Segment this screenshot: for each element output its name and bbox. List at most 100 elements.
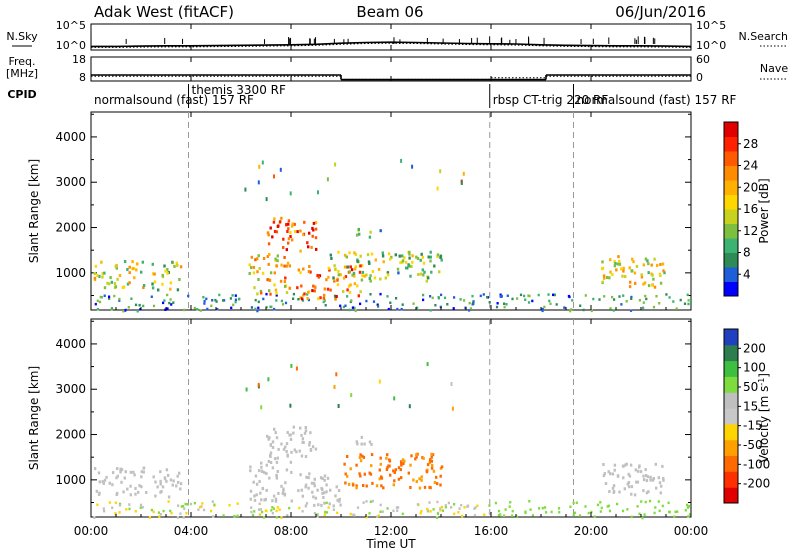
echo-cell — [159, 482, 162, 486]
ground-scatter-cell — [499, 293, 502, 296]
echo-cell — [250, 255, 253, 259]
ground-scatter-cell — [687, 302, 690, 306]
ground-scatter-cell — [549, 302, 552, 305]
echo-cell — [642, 263, 645, 267]
ground-scatter-cell — [570, 308, 573, 311]
ground-scatter-cell — [93, 516, 96, 519]
colorbar-tick-label: -100 — [743, 457, 770, 471]
ground-scatter-cell — [471, 294, 474, 298]
ground-scatter-cell — [450, 506, 453, 509]
ground-scatter-cell — [292, 292, 295, 296]
echo-cell — [283, 492, 287, 496]
ground-scatter-cell — [114, 501, 117, 504]
echo-cell — [601, 260, 604, 264]
ground-scatter-cell — [327, 506, 330, 509]
y-tick-label: 4000 — [55, 130, 86, 144]
ground-scatter-cell — [466, 504, 470, 508]
ground-scatter-cell — [641, 516, 644, 520]
ground-scatter-cell — [257, 300, 260, 304]
echo-cell — [108, 481, 111, 485]
colorbar-tick-label: 24 — [743, 159, 758, 173]
ground-scatter-cell — [323, 513, 326, 516]
echo-cell — [615, 268, 618, 272]
echo-cell — [256, 257, 259, 261]
sparse-echo — [350, 393, 353, 398]
ground-scatter-cell — [569, 309, 572, 313]
ground-scatter-cell — [372, 300, 376, 303]
ground-scatter-cell — [459, 298, 462, 301]
echo-cell — [622, 269, 625, 273]
ground-scatter-cell — [396, 509, 399, 512]
echo-cell — [255, 493, 258, 497]
ground-scatter-cell — [333, 294, 337, 298]
ground-scatter-cell — [531, 514, 534, 517]
echo-cell — [359, 264, 362, 268]
echo-cell — [630, 492, 633, 496]
echo-cell — [613, 264, 616, 268]
ground-scatter-cell — [222, 514, 225, 517]
echo-cell — [347, 482, 351, 486]
echo-cell — [296, 286, 299, 290]
ground-scatter-cell — [122, 310, 125, 313]
echo-cell — [276, 259, 279, 263]
echo-cell — [299, 296, 302, 300]
echo-cell — [652, 277, 655, 281]
ground-scatter-cell — [222, 299, 225, 302]
echo-cell — [163, 477, 167, 481]
echo-cell — [428, 461, 431, 465]
echo-cell — [292, 431, 295, 435]
ground-scatter-cell — [600, 506, 603, 510]
echo-cell — [285, 291, 289, 295]
ground-scatter-cell — [275, 299, 278, 302]
ground-scatter-cell — [250, 510, 253, 514]
echo-cell — [349, 283, 352, 287]
echo-cell — [379, 229, 382, 233]
echo-cell — [300, 433, 303, 437]
ground-scatter-cell — [686, 503, 689, 507]
colorbar-segment — [724, 151, 738, 166]
echo-cell — [133, 473, 136, 477]
echo-cell — [642, 474, 645, 478]
echo-cell — [277, 447, 280, 451]
echo-cell — [386, 271, 390, 275]
echo-cell — [405, 266, 408, 270]
cpid-label: CPID — [7, 88, 36, 101]
echo-cell — [350, 268, 354, 272]
echo-cell — [333, 279, 336, 283]
echo-cell — [628, 474, 632, 478]
echo-cell — [309, 431, 312, 435]
colorbar-segment — [724, 392, 738, 409]
ground-scatter-cell — [537, 293, 540, 297]
echo-cell — [393, 471, 396, 474]
ground-scatter-cell — [538, 507, 541, 510]
echo-cell — [290, 499, 293, 503]
ground-scatter-cell — [134, 510, 137, 513]
echo-cell — [316, 274, 319, 277]
sparse-echo — [258, 164, 261, 169]
echo-cell — [253, 494, 256, 498]
echo-cell — [329, 488, 332, 492]
echo-cell — [169, 287, 172, 291]
echo-cell — [367, 260, 371, 264]
ground-scatter-cell — [527, 294, 530, 297]
ground-scatter-cell — [426, 509, 429, 512]
echo-cell — [359, 254, 362, 258]
echo-cell — [381, 251, 384, 255]
echo-cell — [289, 460, 293, 464]
ground-scatter-cell — [276, 506, 279, 509]
ground-scatter-cell — [94, 302, 97, 306]
ground-scatter-cell — [275, 294, 278, 297]
ground-scatter-cell — [186, 503, 189, 506]
echo-cell — [368, 440, 372, 444]
echo-cell — [601, 280, 604, 284]
ground-scatter-cell — [590, 510, 593, 514]
echo-cell — [151, 272, 155, 276]
echo-cell — [249, 489, 253, 493]
echo-cell — [603, 276, 606, 280]
ground-scatter-cell — [349, 300, 352, 304]
echo-cell — [390, 255, 393, 259]
echo-cell — [108, 282, 111, 286]
ground-scatter-cell — [234, 298, 237, 301]
echo-cell — [271, 235, 274, 239]
ground-scatter-cell — [668, 510, 671, 514]
